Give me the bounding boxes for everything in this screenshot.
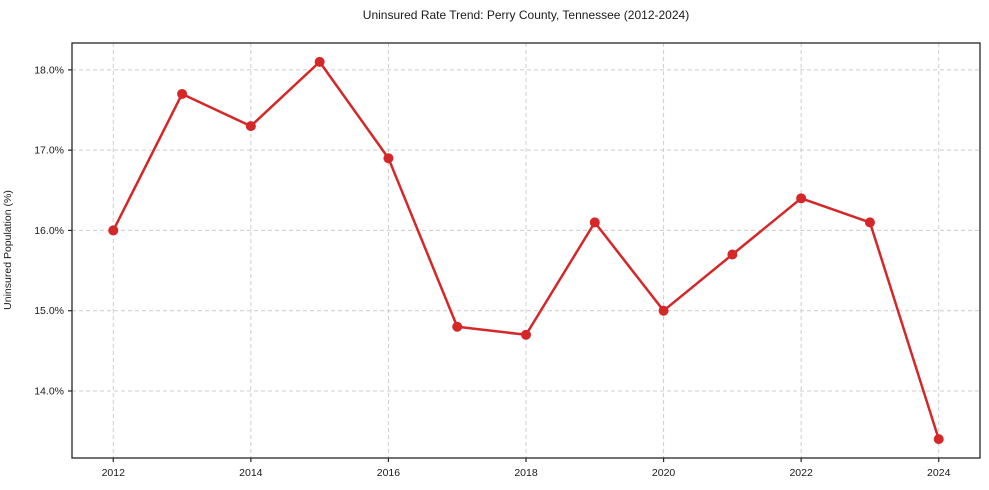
x-tick-label: 2024	[927, 467, 951, 479]
data-point-2016	[383, 153, 394, 164]
x-tick-label: 2020	[652, 467, 676, 479]
y-tick-label: 16.0%	[34, 225, 64, 237]
data-point-2012	[108, 225, 119, 236]
y-tick-label: 15.0%	[34, 305, 64, 317]
data-point-2022	[796, 193, 807, 204]
x-tick-label: 2016	[377, 467, 401, 479]
y-tick-label: 18.0%	[34, 64, 64, 76]
data-point-2017	[452, 321, 463, 332]
data-point-2013	[177, 88, 188, 99]
chart-title: Uninsured Rate Trend: Perry County, Tenn…	[362, 8, 690, 22]
data-point-2021	[727, 249, 738, 260]
data-point-2015	[314, 56, 325, 67]
x-tick-label: 2012	[102, 467, 126, 479]
y-tick-label: 17.0%	[34, 145, 64, 157]
data-point-2023	[864, 217, 875, 228]
y-tick-label: 14.0%	[34, 385, 64, 397]
x-tick-label: 2014	[239, 467, 263, 479]
data-point-2020	[658, 305, 669, 316]
data-point-2018	[521, 329, 531, 340]
data-point-2014	[245, 121, 256, 132]
data-point-2024	[933, 434, 944, 445]
plot-border	[71, 42, 981, 459]
x-tick-label: 2018	[514, 467, 538, 479]
data-point-2019	[589, 217, 600, 228]
x-tick-label: 2022	[789, 467, 813, 479]
